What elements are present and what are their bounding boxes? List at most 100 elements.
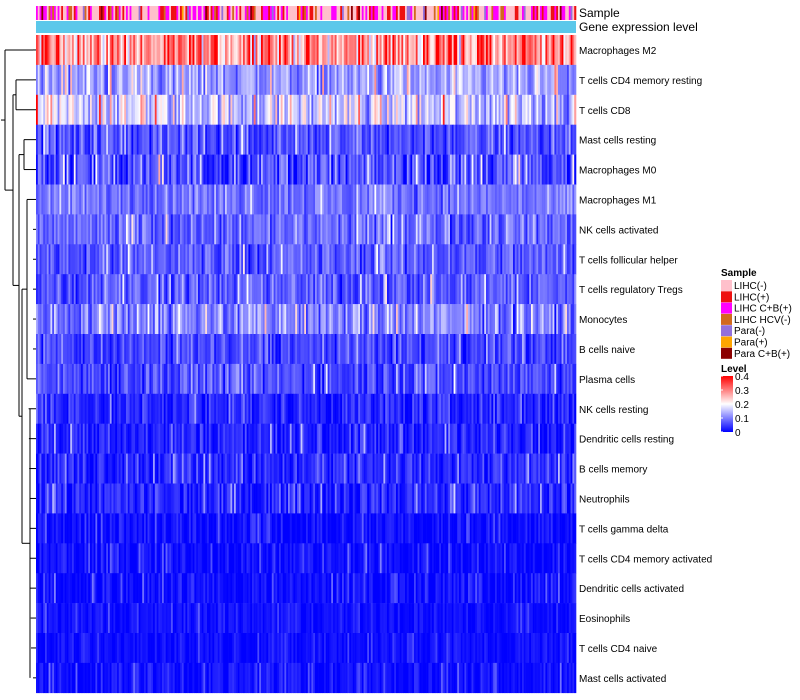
heatmap-cell	[81, 35, 84, 66]
heatmap-cell	[75, 363, 78, 395]
sample-annotation-cell	[174, 6, 177, 20]
heatmap-cell	[379, 244, 382, 275]
heatmap-cell	[90, 154, 93, 185]
heatmap-cell	[426, 64, 429, 96]
heatmap-cell	[365, 363, 368, 395]
heatmap-cell	[495, 124, 498, 155]
heatmap-cell	[311, 244, 314, 275]
heatmap-cell	[509, 184, 512, 215]
heatmap-cell	[205, 304, 208, 335]
heatmap-cell	[300, 483, 303, 514]
heatmap-cell	[345, 274, 348, 305]
heatmap-cell	[250, 423, 253, 454]
heatmap-cell	[253, 304, 256, 335]
heatmap-cell	[480, 214, 483, 245]
sample-annotation-cell	[493, 6, 496, 20]
heatmap-cell	[275, 154, 278, 185]
heatmap-cell	[100, 423, 103, 454]
sample-annotation-cell	[284, 6, 287, 20]
heatmap-cell	[100, 363, 103, 395]
heatmap-cell	[491, 154, 494, 185]
heatmap-cell	[250, 35, 253, 66]
heatmap-cell	[300, 64, 303, 96]
heatmap-cell	[572, 274, 575, 305]
heatmap-cell	[554, 94, 557, 125]
heatmap-cell	[82, 124, 85, 155]
heatmap-cell	[158, 304, 161, 335]
heatmap-cell	[500, 334, 503, 365]
heatmap-cell	[55, 124, 58, 155]
heatmap-cell	[509, 393, 512, 424]
heatmap-cell	[495, 423, 498, 454]
heatmap-cell	[444, 244, 447, 275]
heatmap-cell	[189, 124, 192, 155]
heatmap-cell	[82, 483, 85, 514]
heatmap-cell	[198, 304, 201, 335]
heatmap-cell	[172, 64, 175, 96]
heatmap-cell	[451, 214, 454, 245]
heatmap-cell	[444, 35, 447, 66]
heatmap-cell	[381, 124, 384, 155]
heatmap-cell	[352, 64, 355, 96]
heatmap-cell	[244, 64, 247, 96]
heatmap-cell	[201, 64, 204, 96]
heatmap-cell	[414, 244, 417, 275]
heatmap-cell	[450, 423, 453, 454]
heatmap-cell	[307, 244, 310, 275]
heatmap-cell	[421, 304, 424, 335]
heatmap-cell	[307, 363, 310, 395]
heatmap-cell	[298, 393, 301, 424]
heatmap-cell	[358, 304, 361, 335]
heatmap-cell	[345, 423, 348, 454]
heatmap-cell	[185, 393, 188, 424]
heatmap-cell	[349, 214, 352, 245]
heatmap-cell	[59, 154, 62, 185]
heatmap-cell	[117, 124, 120, 155]
heatmap-cell	[270, 244, 273, 275]
heatmap-cell	[102, 304, 105, 335]
heatmap-cell	[154, 483, 157, 514]
heatmap-cell	[385, 214, 388, 245]
heatmap-cell	[505, 214, 508, 245]
heatmap-cell	[520, 214, 523, 245]
heatmap-cell	[453, 154, 456, 185]
sample-annotation-cell	[180, 6, 183, 20]
heatmap-cell	[104, 244, 107, 275]
heatmap-cell	[340, 214, 343, 245]
heatmap-cell	[527, 274, 530, 305]
heatmap-cell	[507, 94, 510, 125]
heatmap-cell	[331, 453, 334, 484]
heatmap-cell	[403, 363, 406, 395]
heatmap-cell	[100, 244, 103, 275]
heatmap-cell	[430, 393, 433, 424]
heatmap-cell	[325, 363, 328, 395]
heatmap-cell	[59, 244, 62, 275]
heatmap-cell	[570, 214, 573, 245]
heatmap-cell	[291, 124, 294, 155]
heatmap-cell	[333, 124, 336, 155]
heatmap-cell	[487, 154, 490, 185]
heatmap-cell	[381, 94, 384, 125]
heatmap-cell	[178, 304, 181, 335]
heatmap-cell	[167, 274, 170, 305]
heatmap-cell	[288, 124, 291, 155]
heatmap-cell	[117, 304, 120, 335]
heatmap-cell	[572, 304, 575, 335]
heatmap-cell	[408, 423, 411, 454]
sample-annotation-cell	[383, 6, 386, 20]
heatmap-cell	[61, 154, 64, 185]
sample-annotation-cell	[91, 6, 94, 20]
heatmap-cell	[133, 64, 136, 96]
heatmap-cell	[298, 244, 301, 275]
heatmap-cell	[228, 423, 231, 454]
heatmap-cell	[288, 363, 291, 395]
heatmap-cell	[106, 124, 109, 155]
heatmap-cell	[352, 274, 355, 305]
heatmap-cell	[172, 304, 175, 335]
heatmap-cell	[457, 124, 460, 155]
heatmap-cell	[108, 334, 111, 365]
heatmap-cell	[271, 184, 274, 215]
heatmap-cell	[540, 334, 543, 365]
heatmap-cell	[540, 184, 543, 215]
heatmap-cell	[259, 154, 262, 185]
